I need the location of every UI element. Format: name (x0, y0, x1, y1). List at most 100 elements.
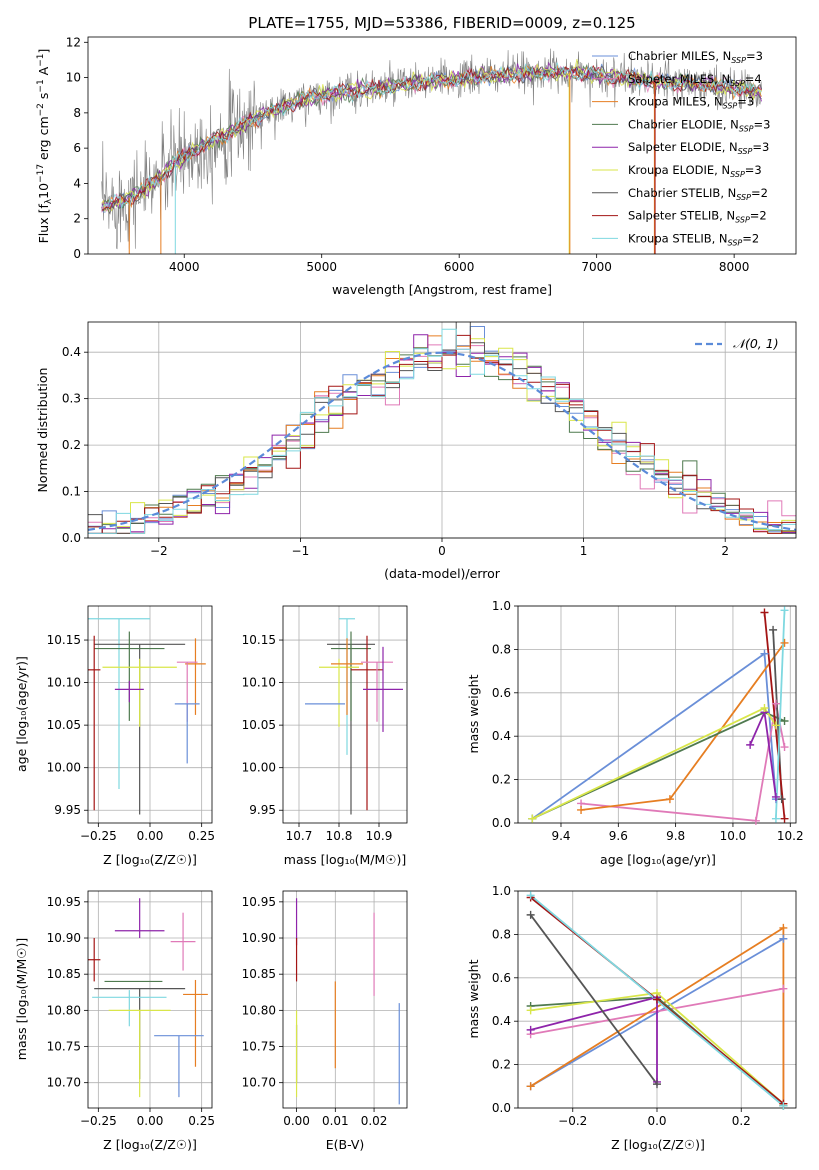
weight-marker (771, 699, 780, 708)
chart-spectrum: 4000 5000 6000 7000 8000 0 2 4 6 8 10 12 Chabrier MI… (36, 35, 797, 297)
y-axis-label: age [log₁₀(age/yr)] (14, 656, 29, 772)
y-tick-label: 0.2 (62, 438, 81, 452)
y-tick-label: 1.0 (492, 884, 511, 898)
x-axis-label: E(B-V) (326, 1137, 365, 1152)
weight-line-chabrier-stelib (529, 914, 658, 1085)
weight-marker (779, 984, 788, 993)
legend-entry: Salpeter ELODIE, NSSP=3 (628, 140, 769, 156)
weight-marker (780, 717, 789, 726)
y-tick-label: 10.15 (47, 633, 81, 647)
x-axis-label: (data-model)/error (384, 566, 501, 581)
legend-entry: Chabrier ELODIE, NSSP=3 (628, 117, 770, 133)
axes-frame (87, 36, 797, 255)
y-tick-label: 10.95 (242, 895, 276, 909)
y-tick-label: 0.6 (492, 686, 511, 700)
chart-age_vs_Z: −0.25 0.00 0.25 9.95 10.00 10.05 10.10 10.15 Z [… (14, 605, 215, 867)
y-tick-label: 10.75 (242, 1040, 276, 1054)
x-tick-label: 0 (438, 544, 446, 558)
weight-marker (779, 923, 788, 932)
legend-entry: Chabrier MILES, NSSP=3 (628, 49, 763, 65)
y-tick-label: 0.0 (492, 1101, 511, 1115)
weight-marker (779, 934, 788, 943)
x-tick-label: 9.4 (551, 829, 570, 843)
y-tick-label: 9.95 (54, 803, 81, 817)
y-tick-label: 0.4 (492, 729, 511, 743)
weight-line-kroupa-stelib (775, 610, 786, 819)
chart-weight_vs_Z: −0.2 0.0 0.2 0.0 0.2 0.4 0.6 0.8 1.0 Z [log₁₀(Z/Z… (466, 884, 797, 1152)
x-tick-label: 2 (721, 544, 729, 558)
y-axis-label: Flux [fλ10−17 erg cm−2 s−1 A−1] (36, 49, 54, 244)
y-tick-label: 10.05 (242, 718, 276, 732)
x-tick-label: 0.00 (283, 1114, 310, 1128)
weight-marker (777, 795, 786, 804)
x-tick-label: 0.25 (188, 1114, 215, 1128)
plot-area-mass_vs_Z (88, 898, 208, 1098)
x-tick-label: 0.02 (361, 1114, 388, 1128)
weight-marker (771, 721, 780, 730)
x-tick-label: 0.2 (732, 1114, 751, 1128)
x-tick-label: 0.25 (188, 829, 215, 843)
x-tick-label: −0.2 (558, 1114, 587, 1128)
x-axis-label: mass [log₁₀(M/M☉)] (284, 852, 406, 867)
y-tick-label: 10.70 (47, 1076, 81, 1090)
x-axis-label: Z [log₁₀(Z/Z☉)] (103, 852, 197, 867)
y-tick-label: 0.1 (62, 485, 81, 499)
x-tick-label: −0.25 (80, 829, 117, 843)
axes-frame (282, 605, 408, 824)
x-axis-label: age [log₁₀(age/yr)] (600, 852, 716, 867)
x-axis-label: Z [log₁₀(Z/Z☉)] (611, 1137, 705, 1152)
chart-residuals: −2 −1 0 1 2 0.0 0.1 0.2 0.3 0.4 𝒩(0, 1) (data-model… (35, 321, 797, 581)
weight-marker (760, 608, 769, 617)
x-axis-label: Z [log₁₀(Z/Z☉)] (103, 1137, 197, 1152)
histogram-salpeter-stelib (88, 334, 796, 534)
y-axis-label: mass [log₁₀(M/M☉)] (14, 938, 29, 1060)
chart-mass_vs_Z: −0.25 0.00 0.25 10.70 10.75 10.80 10.85 10.90 10… (14, 890, 215, 1152)
weight-marker (526, 1006, 535, 1015)
weight-marker (526, 1025, 535, 1034)
x-tick-label: 0.0 (647, 1114, 666, 1128)
weight-marker (751, 816, 760, 825)
x-tick-label: 10.9 (366, 829, 393, 843)
weight-marker (769, 625, 778, 634)
y-tick-label: 0.4 (62, 345, 81, 359)
y-tick-label: 8 (73, 106, 81, 120)
x-tick-label: 9.6 (609, 829, 628, 843)
plot-area-age_vs_mass (305, 618, 403, 815)
x-tick-label: 5000 (306, 260, 337, 274)
y-tick-label: 10.75 (47, 1040, 81, 1054)
plot-area-weight_vs_age (531, 610, 786, 822)
y-tick-label: 0.6 (492, 971, 511, 985)
axes-frame (282, 890, 408, 1109)
y-tick-label: 10.00 (242, 761, 276, 775)
y-tick-label: 10.70 (242, 1076, 276, 1090)
legend-entry: Kroupa ELODIE, NSSP=3 (628, 163, 762, 179)
y-tick-label: 10.05 (47, 718, 81, 732)
weight-marker (665, 795, 674, 804)
x-tick-label: 0.00 (137, 829, 164, 843)
histogram-kroupa-stelib (88, 328, 796, 534)
chart-mass_vs_ebv: 0.00 0.01 0.02 10.70 10.75 10.80 10.85 10.90 10.… (242, 890, 408, 1152)
weight-marker (760, 649, 769, 658)
y-tick-label: 4 (73, 176, 81, 190)
weight-marker (771, 814, 780, 823)
x-tick-label: 10.8 (326, 829, 353, 843)
weight-marker (526, 1082, 535, 1091)
y-tick-label: 0.4 (492, 1014, 511, 1028)
x-tick-label: 4000 (169, 260, 200, 274)
y-tick-label: 0.0 (62, 531, 81, 545)
y-tick-label: 0.8 (492, 642, 511, 656)
legend-entry: Salpeter STELIB, NSSP=2 (628, 209, 767, 225)
y-axis-label: mass weight (466, 959, 481, 1038)
chart-weight_vs_age: 9.4 9.6 9.8 10.0 10.2 0.0 0.2 0.4 0.6 0.8 1.0 age [… (466, 599, 804, 867)
y-tick-label: 10.10 (47, 676, 81, 690)
weight-marker (780, 814, 789, 823)
x-tick-label: −1 (292, 544, 310, 558)
y-tick-label: 0.2 (492, 1058, 511, 1072)
weight-line-salpeter-elodie (530, 996, 658, 1082)
y-tick-label: 12 (66, 35, 81, 49)
y-axis-label: Normed distribution (35, 368, 50, 493)
y-tick-label: 10.85 (47, 967, 81, 981)
x-tick-label: 10.0 (720, 829, 747, 843)
